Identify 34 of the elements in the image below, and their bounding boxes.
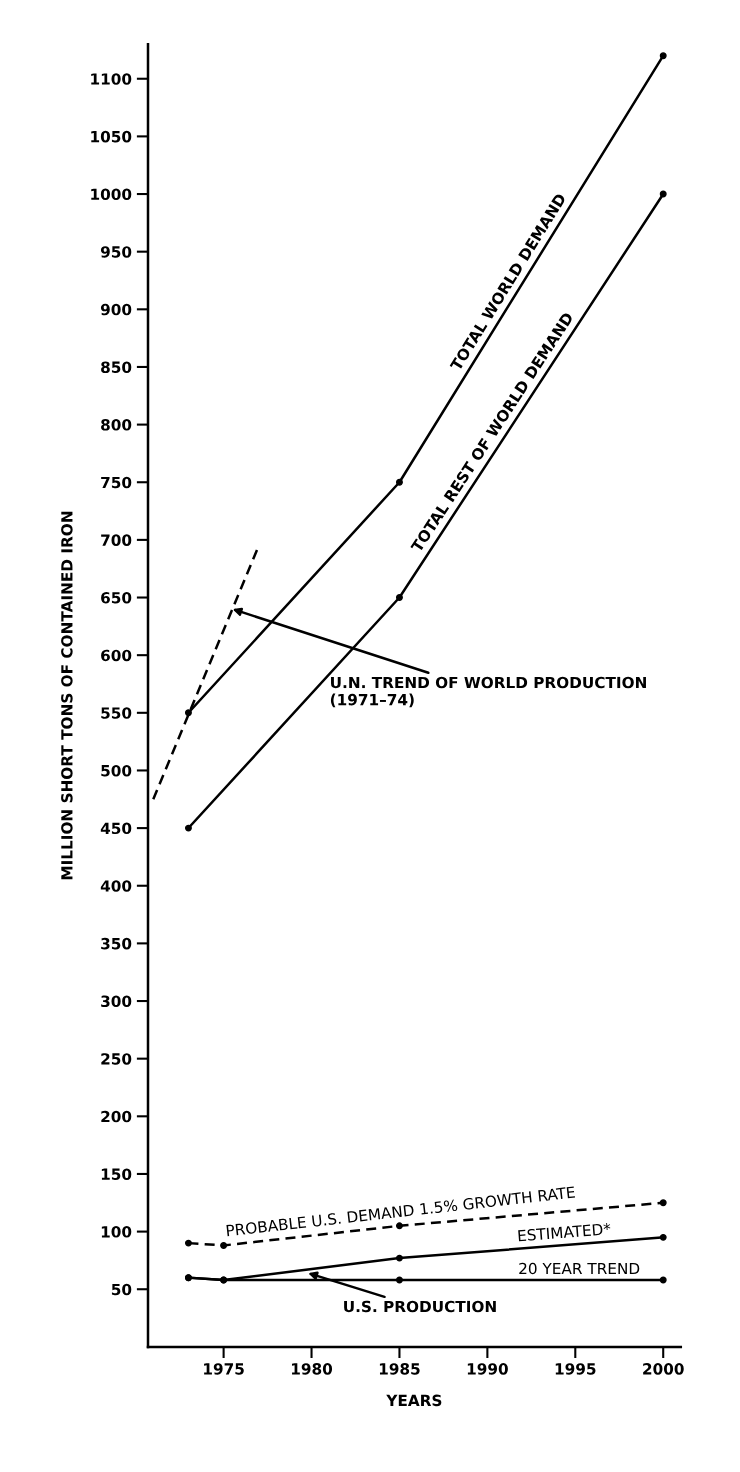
y-tick-label: 750 (101, 476, 132, 489)
y-tick-label: 650 (101, 591, 132, 604)
y-tick-label: 150 (101, 1168, 132, 1180)
y-tick-label: 600 (101, 649, 132, 662)
y-tick-label: 900 (100, 303, 132, 316)
y-tick-label: 100 (101, 1226, 132, 1238)
x-tick-label: 1995 (555, 1363, 596, 1375)
x-axis-title: YEARS (386, 1394, 442, 1407)
y-axis-title: MILLION SHORT TONS OF CONTAINED IRON (61, 511, 73, 880)
y-tick-label: 250 (101, 1053, 132, 1065)
annotation: U.S. PRODUCTION (344, 1300, 496, 1313)
y-tick-label: 550 (101, 707, 132, 719)
y-tick-label: 1050 (91, 130, 132, 143)
y-tick-label: 800 (101, 419, 132, 431)
y-tick-label: 700 (101, 534, 132, 546)
x-tick-label: 1980 (292, 1363, 333, 1375)
y-tick-label: 1000 (91, 188, 132, 201)
y-tick-label: 950 (100, 246, 132, 258)
x-tick-label: 1975 (204, 1363, 244, 1375)
y-tick-label: 1100 (91, 73, 132, 85)
x-tick-label: 2000 (643, 1363, 684, 1375)
y-tick-label: 300 (101, 995, 132, 1008)
y-tick-label: 200 (101, 1110, 132, 1123)
annotation: U.N. TREND OF WORLD PRODUCTION (1971–74) (330, 676, 646, 708)
y-tick-label: 400 (100, 880, 132, 892)
y-tick-label: 350 (101, 937, 132, 950)
y-tick-label: 450 (100, 822, 132, 835)
series-label: ESTIMATED* (518, 1222, 611, 1242)
x-tick-label: 1990 (467, 1363, 508, 1375)
x-tick-label: 1985 (379, 1363, 420, 1375)
y-tick-label: 850 (101, 361, 132, 373)
y-tick-label: 50 (111, 1283, 132, 1296)
series-label: 20 YEAR TREND (519, 1262, 640, 1275)
y-tick-label: 500 (101, 764, 132, 777)
